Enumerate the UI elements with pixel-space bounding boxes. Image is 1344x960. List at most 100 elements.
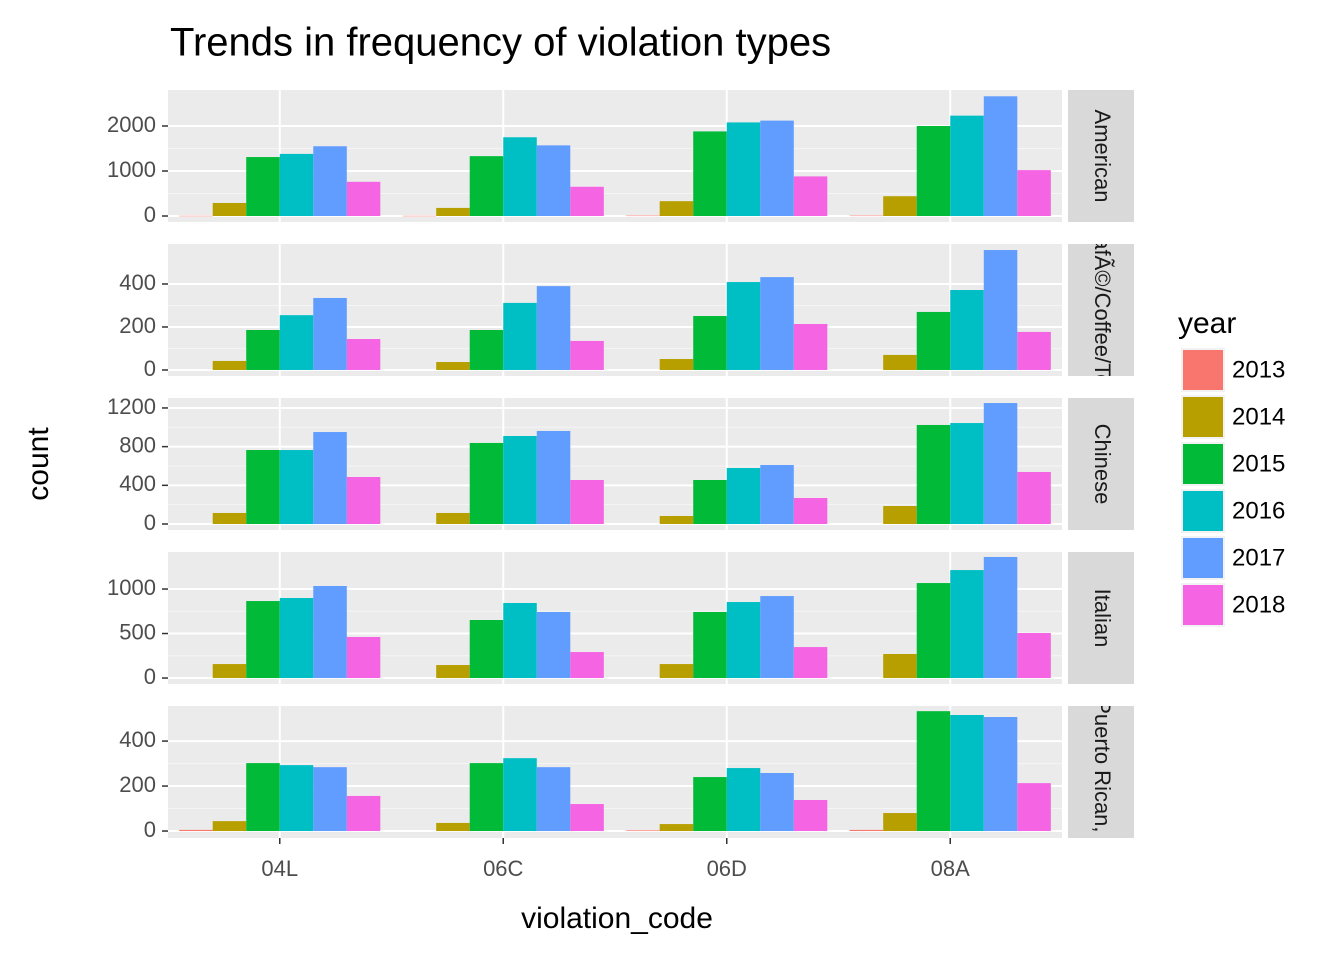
bar <box>693 611 727 679</box>
bar <box>950 570 984 679</box>
x-tick-label: 06D <box>707 856 747 881</box>
bar <box>659 359 694 370</box>
facet-strip <box>1068 706 1134 838</box>
bar <box>760 773 794 832</box>
bar <box>346 181 381 217</box>
y-tick-label: 800 <box>119 432 156 457</box>
bar <box>313 146 347 217</box>
bar <box>760 596 794 679</box>
bar <box>883 354 917 370</box>
x-tick-label: 06C <box>483 856 523 881</box>
bar <box>212 664 247 679</box>
bar <box>916 711 951 832</box>
legend-swatch <box>1183 397 1223 437</box>
legend-label: 2014 <box>1232 403 1285 430</box>
bar <box>726 468 761 525</box>
bar <box>436 362 470 370</box>
chart-title: Trends in frequency of violation types <box>170 21 831 65</box>
facet-strip <box>1068 90 1134 222</box>
y-tick-label: 1000 <box>107 575 156 600</box>
bar <box>950 115 984 217</box>
legend-swatch <box>1183 444 1223 484</box>
facet-strip-label: CafÃ©/Coffee/Tea <box>1090 221 1115 399</box>
bar <box>849 829 884 832</box>
legend-label: 2016 <box>1232 497 1285 524</box>
bar <box>436 512 470 525</box>
bar <box>570 340 604 370</box>
bar <box>760 277 794 370</box>
bar <box>313 767 347 832</box>
bar <box>346 795 381 832</box>
bar <box>503 137 537 217</box>
bar <box>726 602 761 679</box>
bar <box>793 799 828 832</box>
bar <box>983 717 1018 832</box>
bar <box>179 215 213 217</box>
bar <box>503 758 537 832</box>
bar <box>469 329 504 370</box>
bar <box>916 311 951 370</box>
bar <box>346 637 381 679</box>
y-tick-label: 1200 <box>107 394 156 419</box>
bar <box>726 282 761 370</box>
bar <box>570 804 604 832</box>
bar <box>626 215 660 217</box>
y-tick-label: 500 <box>119 619 156 644</box>
bar <box>570 652 604 679</box>
bar <box>883 654 917 679</box>
legend-swatch <box>1183 491 1223 531</box>
bar <box>883 813 917 832</box>
bar <box>626 830 660 832</box>
bar <box>212 821 247 832</box>
facet-strip <box>1068 552 1134 684</box>
bar <box>693 777 727 832</box>
bar <box>246 601 280 679</box>
facet-strip-label: Latin (Cuban, Dominican, Puerto Rican, S… <box>1090 445 1115 960</box>
bar <box>279 153 314 217</box>
x-tick-label: 04L <box>261 856 298 881</box>
bar <box>503 603 537 679</box>
facet-strip-label-group: Italian <box>1090 589 1115 648</box>
bar <box>916 583 951 679</box>
facet-strip-label-group: Chinese <box>1090 424 1115 505</box>
bar <box>983 250 1018 370</box>
bar <box>503 436 537 525</box>
bar <box>436 822 470 832</box>
facet-strip-label: Italian <box>1090 589 1115 648</box>
bar <box>726 768 761 832</box>
legend-swatch <box>1183 350 1223 390</box>
bar <box>1017 170 1051 217</box>
bar <box>212 512 247 525</box>
y-axis-label: count <box>22 427 55 501</box>
bar <box>536 286 571 370</box>
bar <box>659 824 694 832</box>
bar <box>536 611 571 679</box>
bar <box>179 829 213 832</box>
bar <box>1017 632 1051 679</box>
bar <box>279 315 314 370</box>
bar <box>793 323 828 370</box>
bar <box>536 767 571 832</box>
bar <box>760 120 794 217</box>
legend-label: 2013 <box>1232 356 1285 383</box>
bar <box>950 290 984 370</box>
y-tick-label: 400 <box>119 471 156 496</box>
y-tick-label: 0 <box>144 356 156 381</box>
bar <box>212 360 247 370</box>
y-tick-label: 0 <box>144 202 156 227</box>
y-tick-label: 0 <box>144 510 156 535</box>
facet-strip-label-group: American <box>1090 110 1115 203</box>
bar <box>536 145 571 217</box>
legend-swatch <box>1183 538 1223 578</box>
x-axis-label: violation_code <box>521 902 713 935</box>
y-tick-label: 200 <box>119 313 156 338</box>
bar <box>659 515 694 525</box>
bar <box>693 480 727 525</box>
bar <box>983 403 1018 525</box>
bar <box>950 714 984 832</box>
bar <box>469 620 504 679</box>
y-tick-label: 0 <box>144 664 156 689</box>
legend-label: 2018 <box>1232 591 1285 618</box>
y-tick-label: 2000 <box>107 112 156 137</box>
